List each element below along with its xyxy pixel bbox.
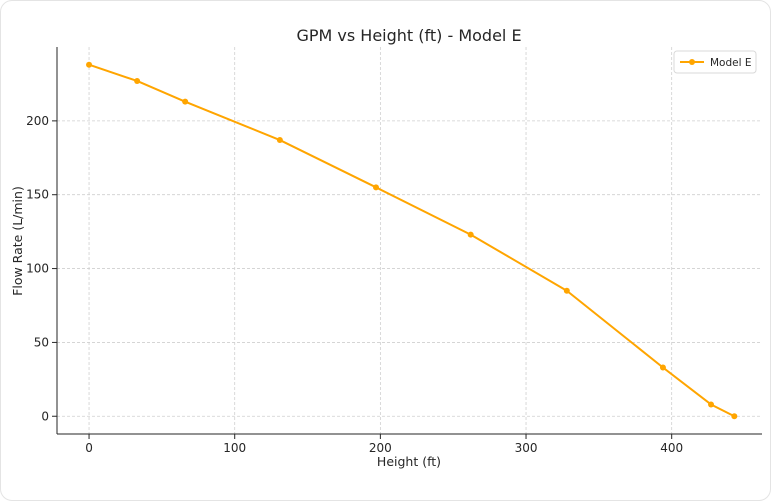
axes-layer (56, 47, 762, 435)
series-layer (86, 61, 738, 420)
y-tick-label: 100 (26, 262, 49, 276)
series-line-0 (88, 63, 735, 418)
legend: Model E (673, 50, 757, 74)
data-point (708, 401, 715, 408)
legend-marker-swatch (689, 59, 695, 65)
legend-box (673, 50, 757, 74)
data-point (659, 364, 666, 371)
data-point (731, 413, 738, 420)
x-tick-label: 0 (85, 441, 93, 455)
x-axis-label: Height (ft) (377, 454, 441, 469)
grid-layer (57, 47, 762, 434)
y-tick-label: 0 (41, 409, 49, 423)
ticks-layer: 0 100 200 300 400 0 50 100 150 200 (26, 114, 683, 455)
y-tick-label: 50 (34, 335, 49, 349)
data-point (467, 231, 474, 238)
x-tick-label: 300 (515, 441, 538, 455)
data-point (86, 61, 93, 68)
x-tick-label: 400 (660, 441, 683, 455)
data-point (276, 137, 283, 144)
y-axis-label: Flow Rate (L/min) (10, 186, 25, 296)
y-tick-label: 200 (26, 114, 49, 128)
chart-title: GPM vs Height (ft) - Model E (296, 26, 521, 45)
x-tick-label: 200 (369, 441, 392, 455)
legend-label: Model E (710, 57, 752, 69)
data-point (134, 77, 141, 84)
data-point (372, 184, 379, 191)
data-point (182, 98, 189, 105)
data-point (563, 287, 570, 294)
y-tick-label: 150 (26, 188, 49, 202)
x-tick-label: 100 (223, 441, 246, 455)
